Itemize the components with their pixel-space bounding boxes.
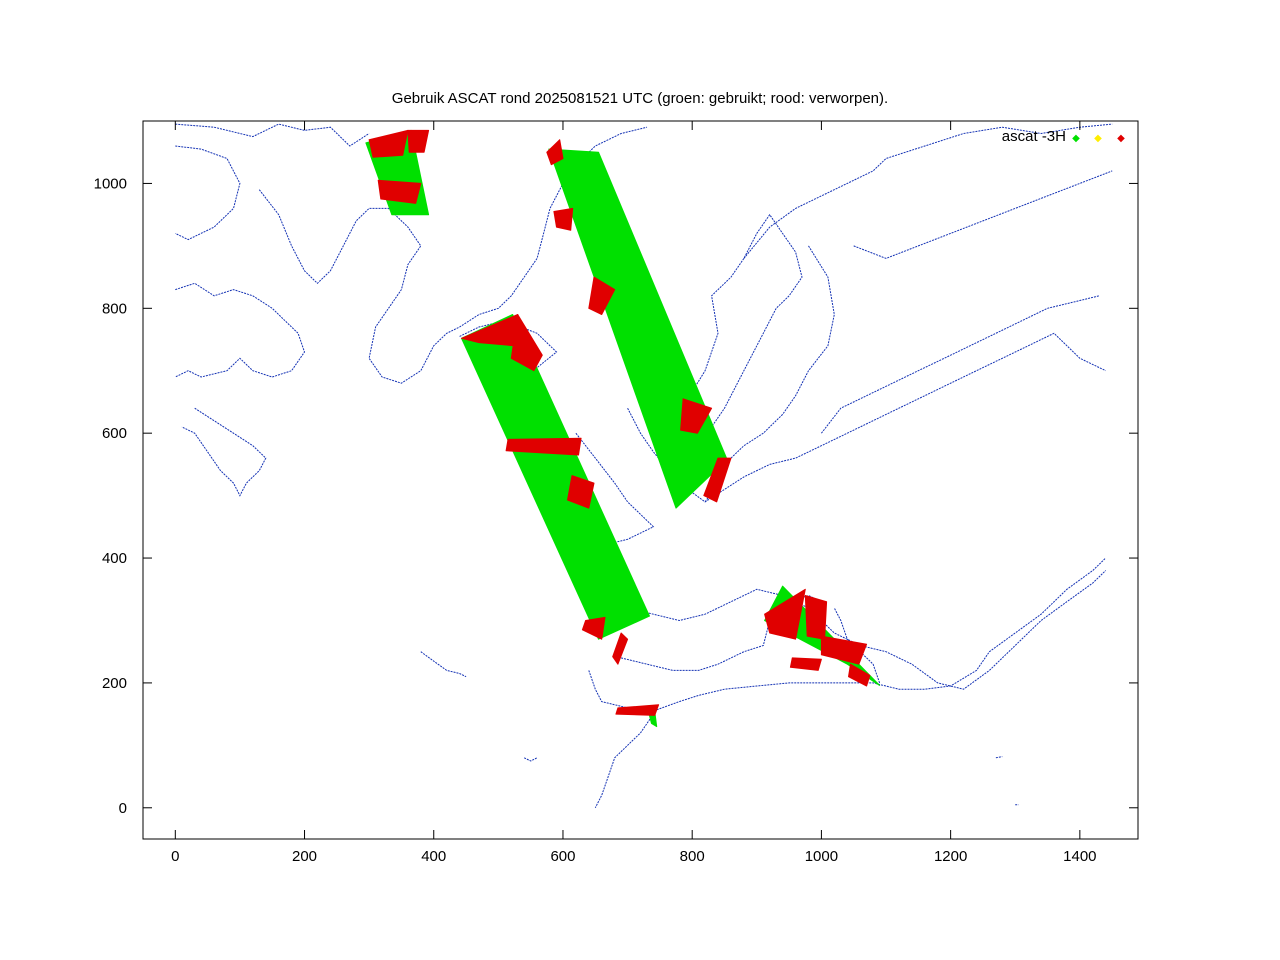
rejected-region-1	[510, 314, 543, 372]
x-tick-label: 1000	[805, 848, 838, 865]
coastline-10	[562, 432, 655, 547]
plot-frame	[142, 120, 1139, 840]
coastline-2	[175, 282, 306, 378]
coastline-6	[685, 213, 803, 434]
coastline-22	[853, 170, 1113, 259]
x-tick-label: 600	[550, 848, 575, 865]
coastline-14	[594, 713, 654, 809]
rejected-region-14	[764, 588, 806, 640]
x-tick-label: 200	[292, 848, 317, 865]
coastline-19	[995, 756, 1003, 759]
axis-ticks: 0 200 400 600 800 1000 1200 1400 0 200 400 600 800 10…	[94, 121, 1138, 865]
rejected-region-15	[804, 595, 828, 640]
rejected-region-12	[377, 179, 422, 204]
legend-label: ascat -3H	[1002, 128, 1066, 145]
observation-layer	[365, 129, 881, 728]
rejected-region-13	[407, 129, 430, 153]
x-tick-label: 1200	[934, 848, 967, 865]
x-tick-label: 0	[171, 848, 179, 865]
x-tick-label: 1400	[1063, 848, 1096, 865]
rejected-region-2	[505, 437, 582, 456]
coastline-21	[821, 295, 1100, 434]
y-tick-label: 400	[102, 550, 127, 567]
coastline-3	[181, 407, 267, 497]
chart-title: Gebruik ASCAT rond 2025081521 UTC (groen…	[392, 90, 888, 107]
rejected-region-9	[680, 398, 713, 434]
coastline-4	[258, 126, 648, 384]
rejected-region-7	[553, 207, 574, 231]
rejected-region-11	[368, 129, 409, 158]
legend-marker-third: ◆	[1094, 133, 1102, 144]
rejected-region-16	[820, 635, 868, 665]
y-tick-label: 0	[119, 800, 127, 817]
rejected-region-5	[612, 632, 629, 665]
rejected-region-6	[546, 139, 564, 166]
rejected-region-4	[581, 616, 606, 640]
y-tick-label: 800	[102, 300, 127, 317]
rejected-region-20	[642, 706, 654, 715]
coastline-7	[743, 123, 1113, 259]
coastline-1	[175, 145, 241, 241]
coastline-18	[523, 757, 538, 762]
rejected-region-3	[567, 475, 595, 509]
y-tick-label: 600	[102, 425, 127, 442]
x-tick-label: 400	[421, 848, 446, 865]
rejected-region-18	[789, 657, 822, 671]
legend-marker-used: ◆	[1072, 133, 1080, 144]
rejected-region-17	[848, 663, 871, 687]
coastline-0	[175, 123, 370, 147]
y-tick-label: 200	[102, 675, 127, 692]
x-tick-label: 800	[680, 848, 705, 865]
legend: ascat -3H ◆ ◆ ◆	[1002, 128, 1125, 145]
rejected-region-8	[588, 276, 616, 315]
coastline-layer	[175, 123, 1113, 809]
rejected-region-10	[703, 457, 732, 503]
y-tick-label: 1000	[94, 175, 127, 192]
coastline-13	[588, 557, 1107, 712]
coastline-17	[420, 651, 467, 678]
legend-marker-rejected: ◆	[1117, 133, 1125, 144]
used-region-0	[461, 314, 650, 640]
